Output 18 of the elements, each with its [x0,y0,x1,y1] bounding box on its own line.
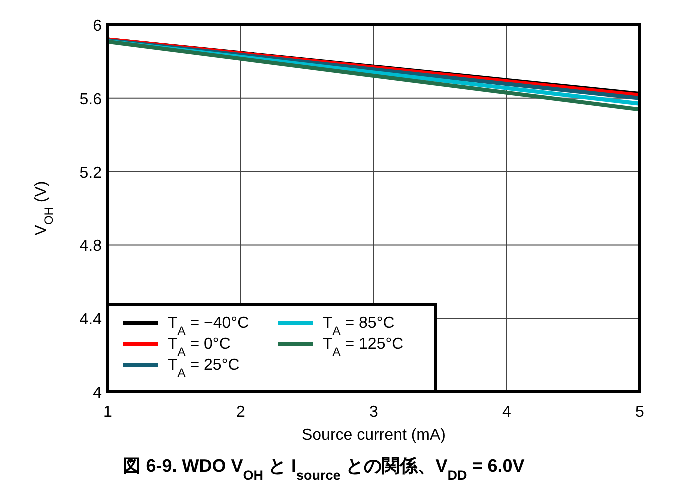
y-tick-label: 6 [93,18,102,35]
y-tick-label: 5.2 [80,164,102,182]
x-tick-label: 3 [370,404,379,421]
legend-label: T$_{A}$ = −40°C [168,315,250,338]
x-tick-label: 4 [502,404,512,421]
legend-label: T$_{A}$ = 85°C [323,315,395,338]
legend-label: T$_{A}$ = 125°C [323,336,404,359]
legend-label: T$_{A}$ = 0°C [168,336,231,359]
legend-label: T$_{A}$ = 25°C [168,357,240,380]
text: 図 6-9. WDO V$_{OH}$ と I$_{source}$ との関係、V$_{DD}$ = 6.0V [123,456,525,482]
y-tick-label: 4 [93,385,102,402]
x-tick-label: 5 [636,404,645,421]
y-tick-label: 5.6 [80,91,102,108]
x-tick-label: 2 [236,404,246,421]
x-axis-title: Source current (mA) [302,427,446,444]
y-tick-label: 4.4 [80,312,102,329]
x-tick-label: 1 [104,404,113,421]
y-tick-label: 4.8 [80,238,102,256]
